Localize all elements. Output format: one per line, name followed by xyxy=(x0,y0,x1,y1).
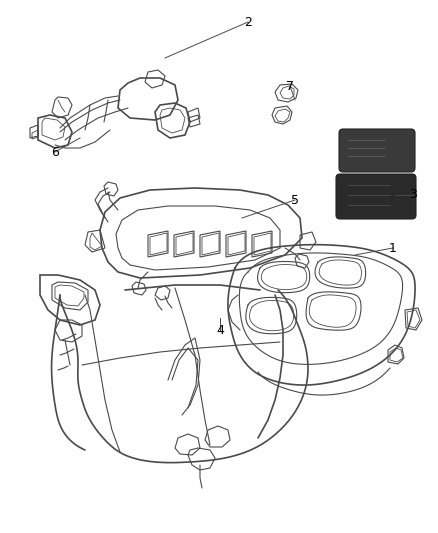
Text: 5: 5 xyxy=(291,193,299,206)
Text: 7: 7 xyxy=(286,79,294,93)
Text: 4: 4 xyxy=(216,324,224,336)
Text: 6: 6 xyxy=(51,146,59,158)
Text: 1: 1 xyxy=(389,241,397,254)
Text: 3: 3 xyxy=(409,189,417,201)
FancyBboxPatch shape xyxy=(339,129,415,172)
FancyBboxPatch shape xyxy=(336,174,416,219)
Text: 2: 2 xyxy=(244,15,252,28)
